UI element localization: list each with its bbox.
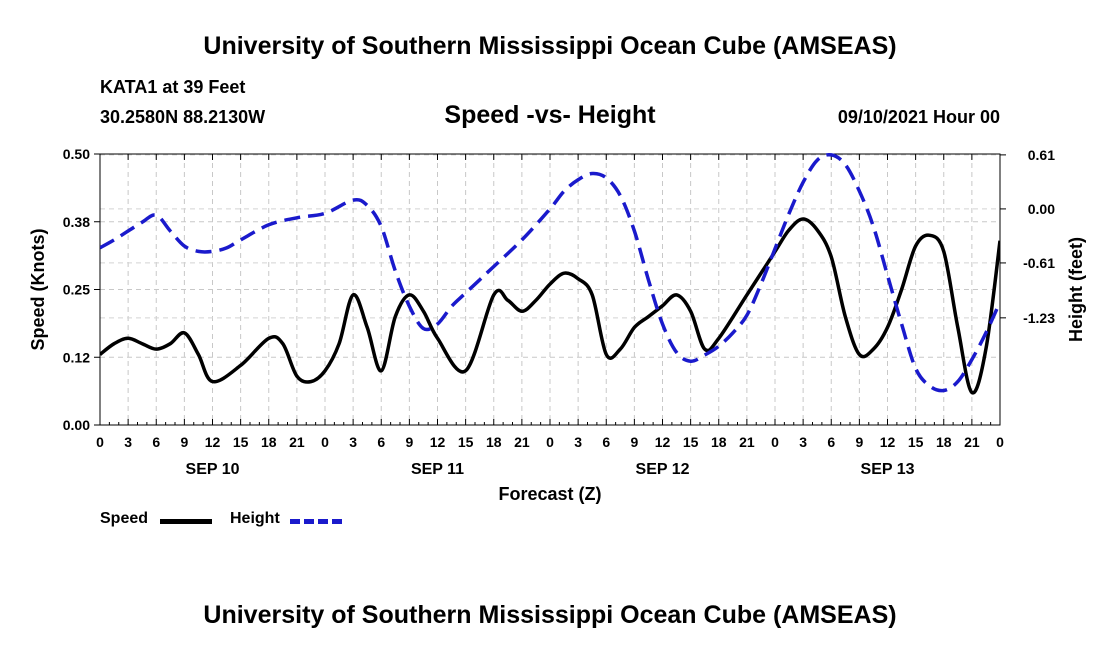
y-left-tick-label: 0.50 <box>63 146 90 162</box>
x-axis-title: Forecast (Z) <box>498 484 601 504</box>
y-left-tick-label: 0.00 <box>63 417 90 433</box>
x-tick-label: 15 <box>908 434 924 450</box>
y-right-tick-label: -1.23 <box>1023 310 1055 326</box>
x-tick-label: 12 <box>655 434 671 450</box>
x-tick-label: 18 <box>261 434 277 450</box>
x-tick-label: 0 <box>771 434 779 450</box>
y-left-tick-label: 0.38 <box>63 214 90 230</box>
x-tick-label: 18 <box>936 434 952 450</box>
series-line-height <box>100 152 1000 393</box>
y-left-axis-title: Speed (Knots) <box>28 228 48 350</box>
datetime-label: 09/10/2021 Hour 00 <box>837 107 1000 127</box>
y-right-tick-label: -0.61 <box>1023 255 1055 271</box>
x-tick-label: 15 <box>683 434 699 450</box>
y-right-axis-title: Height (feet) <box>1066 237 1086 342</box>
x-tick-label: 18 <box>711 434 727 450</box>
x-tick-label: 3 <box>124 434 132 450</box>
x-tick-label: 9 <box>855 434 863 450</box>
y-left-tick-label: 0.25 <box>63 282 90 298</box>
coordinates-label: 30.2580N 88.2130W <box>100 107 266 127</box>
station-label: KATA1 at 39 Feet <box>100 77 246 97</box>
x-tick-label: 21 <box>514 434 530 450</box>
x-tick-label: 18 <box>486 434 502 450</box>
x-tick-label: 12 <box>205 434 221 450</box>
x-tick-label: 6 <box>377 434 385 450</box>
chart-title: Speed -vs- Height <box>444 101 656 129</box>
x-tick-label: 9 <box>630 434 638 450</box>
x-tick-label: 9 <box>405 434 413 450</box>
page-title: University of Southern Mississippi Ocean… <box>203 32 897 60</box>
x-tick-label: 12 <box>880 434 896 450</box>
series-line-speed <box>100 217 1000 395</box>
y-right-tick-label: 0.61 <box>1028 147 1055 163</box>
x-tick-label: 0 <box>96 434 104 450</box>
y-left-tick-label: 0.12 <box>63 349 90 365</box>
x-tick-label: 6 <box>827 434 835 450</box>
x-tick-label: 21 <box>964 434 980 450</box>
x-tick-label: 6 <box>602 434 610 450</box>
x-tick-label: 6 <box>152 434 160 450</box>
x-tick-label: 15 <box>458 434 474 450</box>
day-label: SEP 13 <box>861 461 915 478</box>
x-tick-label: 3 <box>349 434 357 450</box>
x-tick-label: 0 <box>996 434 1004 450</box>
footer-title: University of Southern Mississippi Ocean… <box>203 601 897 629</box>
day-label: SEP 11 <box>411 461 464 478</box>
x-tick-label: 21 <box>739 434 755 450</box>
x-tick-label: 0 <box>546 434 554 450</box>
legend-height-label: Height <box>230 510 280 527</box>
day-label: SEP 10 <box>186 461 240 478</box>
y-right-tick-label: 0.00 <box>1028 201 1055 217</box>
x-tick-label: 3 <box>574 434 582 450</box>
day-label: SEP 12 <box>636 461 690 478</box>
x-tick-label: 0 <box>321 434 329 450</box>
legend-speed-line <box>160 519 212 524</box>
x-tick-label: 15 <box>233 434 249 450</box>
x-tick-label: 21 <box>289 434 305 450</box>
x-tick-label: 3 <box>799 434 807 450</box>
x-tick-label: 9 <box>180 434 188 450</box>
x-tick-label: 12 <box>430 434 446 450</box>
legend-height-line <box>290 519 342 524</box>
legend-speed-label: Speed <box>100 510 149 527</box>
